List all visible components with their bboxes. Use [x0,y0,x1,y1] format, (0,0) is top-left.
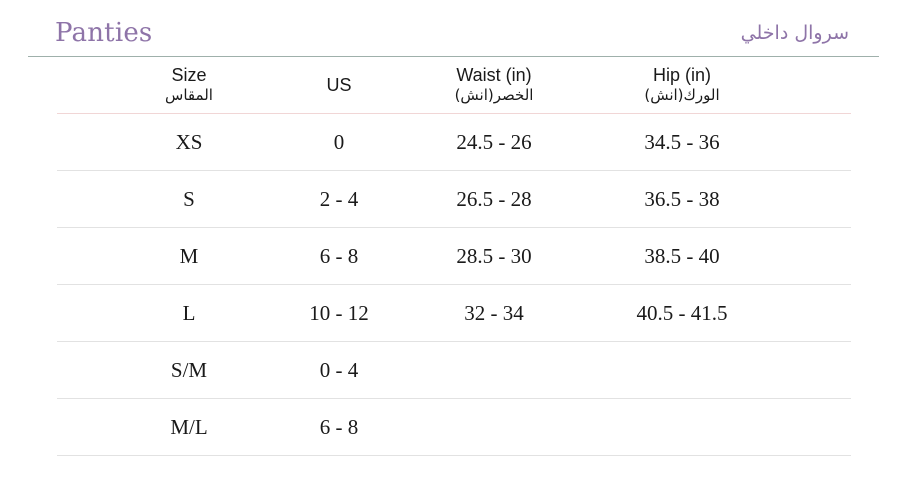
page-title-arabic: سروال داخلي [740,22,849,44]
size-value: S/M [170,357,208,382]
header-waist-label-arabic: الخصر(انش) [454,86,534,104]
waist-value: 32 - 34 [464,300,524,325]
cell-hip: 40.5 - 41.5 [612,285,752,341]
waist-value: 28.5 - 30 [456,243,532,268]
header-us-label: US [326,75,352,95]
waist-value: 24.5 - 26 [456,129,532,154]
table-row: L 10 - 12 32 - 34 40.5 - 41.5 [57,285,851,342]
table-row: M 6 - 8 28.5 - 30 38.5 - 40 [57,228,851,285]
cell-us: 10 - 12 [289,285,389,341]
us-value: 0 [333,129,345,154]
cell-waist [424,399,564,455]
hip-value: 36.5 - 38 [644,186,720,211]
size-value: L [182,300,196,325]
cell-us: 2 - 4 [289,171,389,227]
cell-waist: 24.5 - 26 [424,114,564,170]
size-chart-table: Size المقاس US Waist (in) الخصر(انش) Hip… [57,57,851,456]
hip-value: 40.5 - 41.5 [636,300,728,325]
cell-waist: 26.5 - 28 [424,171,564,227]
cell-us: 6 - 8 [289,399,389,455]
header-hip-label-arabic: الورك(انش) [644,86,720,104]
us-value: 10 - 12 [309,300,369,325]
cell-hip [612,342,752,398]
us-value: 0 - 4 [319,357,359,382]
header-size-label-arabic: المقاس [165,86,213,104]
cell-hip: 36.5 - 38 [612,171,752,227]
cell-waist: 32 - 34 [424,285,564,341]
table-row: S 2 - 4 26.5 - 28 36.5 - 38 [57,171,851,228]
cell-us: 0 [289,114,389,170]
hip-value: 34.5 - 36 [644,129,720,154]
cell-size: S/M [139,342,239,398]
cell-us: 0 - 4 [289,342,389,398]
cell-waist: 28.5 - 30 [424,228,564,284]
header-hip-label: Hip (in) [652,65,711,85]
cell-hip: 34.5 - 36 [612,114,752,170]
header-size-label: Size [171,65,207,85]
waist-value: 26.5 - 28 [456,186,532,211]
size-value: M [179,243,199,268]
table-row: M/L 6 - 8 [57,399,851,456]
cell-us: 6 - 8 [289,228,389,284]
us-value: 6 - 8 [319,414,359,439]
us-value: 2 - 4 [319,186,359,211]
header-size: Size المقاس [139,57,239,113]
cell-hip [612,399,752,455]
cell-hip: 38.5 - 40 [612,228,752,284]
cell-size: S [139,171,239,227]
header-waist: Waist (in) الخصر(انش) [424,57,564,113]
header-waist-label: Waist (in) [456,65,532,85]
table-row: S/M 0 - 4 [57,342,851,399]
header-hip: Hip (in) الورك(انش) [612,57,752,113]
cell-size: M/L [139,399,239,455]
size-value: S [183,186,195,211]
header-divider [28,56,879,57]
table-row: XS 0 24.5 - 26 34.5 - 36 [57,114,851,171]
table-header-row: Size المقاس US Waist (in) الخصر(انش) Hip… [57,57,851,114]
us-value: 6 - 8 [319,243,359,268]
header-us: US [289,57,389,113]
cell-size: L [139,285,239,341]
cell-waist [424,342,564,398]
cell-size: XS [139,114,239,170]
size-value: M/L [170,414,208,439]
size-value: XS [175,129,203,154]
page-title: Panties [55,18,153,48]
hip-value: 38.5 - 40 [644,243,720,268]
cell-size: M [139,228,239,284]
